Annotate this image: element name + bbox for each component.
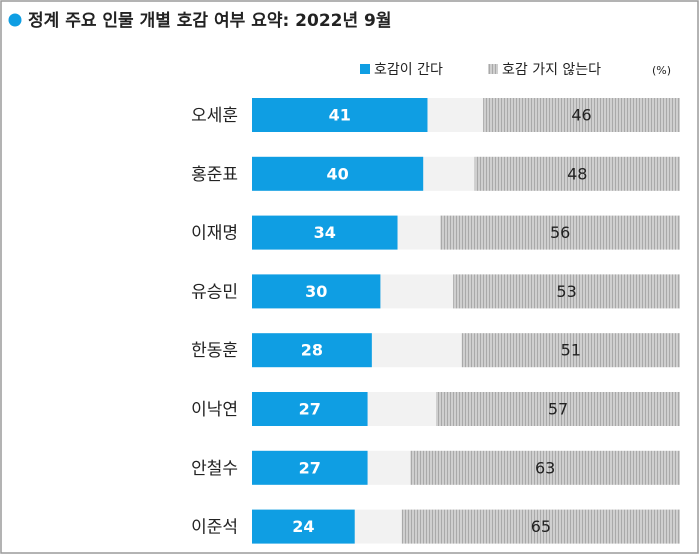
value-label: 28: [301, 341, 323, 360]
value-label: 53: [556, 282, 576, 301]
value-label: 30: [305, 282, 327, 301]
bar: [401, 509, 680, 544]
chart-title: 정계 주요 인물 개별 호감 여부 요약: 2022년 9월: [28, 10, 392, 31]
bar: [461, 333, 680, 368]
value-label: 41: [329, 106, 351, 125]
category-label: 유승민: [191, 282, 238, 302]
bar: [474, 156, 680, 191]
bar: [483, 98, 680, 132]
bar: [252, 392, 368, 426]
category-label: 이재명: [191, 224, 238, 244]
bar: [252, 450, 368, 485]
category-label: 안철수: [191, 459, 238, 479]
bar: [252, 215, 398, 250]
value-label: 40: [326, 164, 348, 183]
value-label: 27: [299, 400, 321, 419]
category-label: 홍준표: [191, 165, 238, 185]
value-label: 34: [314, 223, 336, 242]
value-label: 63: [535, 458, 555, 477]
legend-swatch: [360, 64, 370, 74]
value-label: 27: [299, 458, 321, 477]
category-label: 이낙연: [191, 400, 238, 420]
legend-label: 호감이 간다: [374, 62, 443, 78]
bar: [410, 450, 680, 485]
value-label: 51: [561, 341, 581, 360]
category-label: 한동훈: [191, 341, 238, 361]
category-label: 이준석: [191, 518, 238, 538]
bar: [252, 274, 381, 309]
legend: 호감이 간다 호감 가지 않는다 (%): [360, 62, 671, 78]
value-label: 48: [567, 164, 587, 183]
title-bullet: [8, 13, 22, 27]
value-label: 56: [550, 223, 570, 242]
value-label: 57: [548, 400, 568, 419]
bar: [252, 333, 372, 368]
unit-label: (%): [652, 64, 671, 77]
bar: [440, 215, 680, 250]
bar: [252, 156, 424, 191]
category-label: 오세훈: [191, 106, 238, 126]
bar: [436, 392, 680, 426]
bar: [252, 509, 355, 544]
bar: [252, 98, 428, 132]
legend-label: 호감 가지 않는다: [502, 62, 601, 78]
value-label: 65: [531, 517, 551, 536]
value-label: 46: [571, 106, 591, 125]
bar: [453, 274, 680, 309]
legend-swatch: [488, 64, 498, 74]
value-label: 24: [292, 517, 314, 536]
